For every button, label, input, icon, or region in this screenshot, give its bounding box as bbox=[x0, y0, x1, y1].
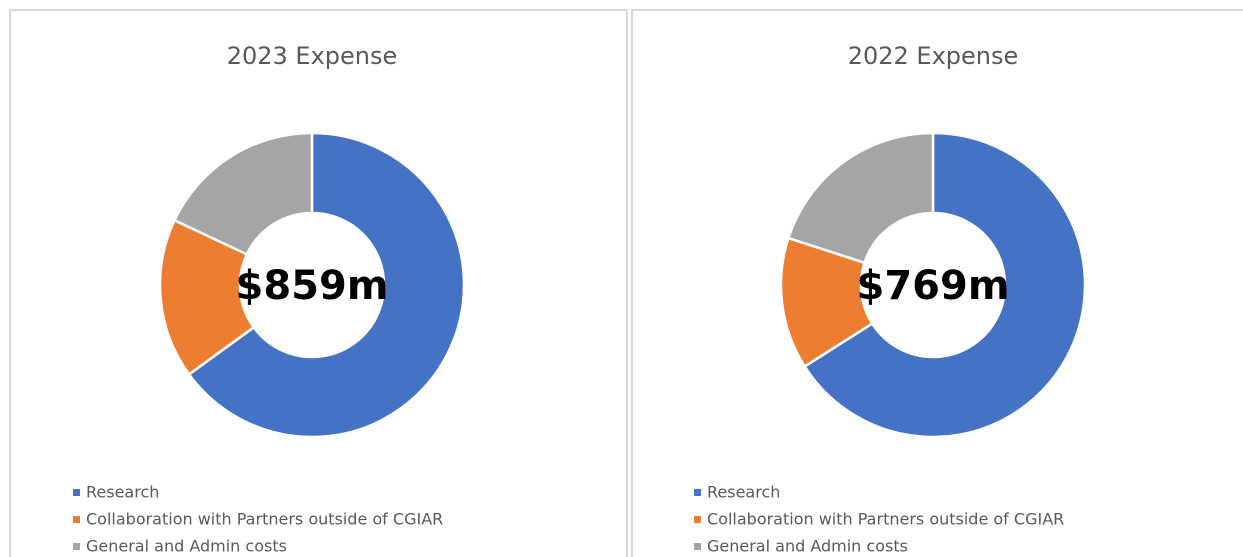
legend-marker bbox=[73, 543, 80, 550]
center-label: $769m bbox=[856, 263, 1009, 309]
legend-marker bbox=[694, 543, 701, 550]
legend-marker bbox=[694, 489, 701, 496]
chart-title: 2022 Expense bbox=[848, 42, 1019, 70]
donut-segment bbox=[158, 218, 256, 377]
panel bbox=[631, 9, 1243, 557]
legend-marker bbox=[73, 516, 80, 523]
donut-segment bbox=[786, 131, 935, 265]
legend-marker bbox=[694, 516, 701, 523]
legend-label: Research bbox=[707, 483, 780, 502]
legend-label: Collaboration with Partners outside of C… bbox=[86, 510, 443, 529]
legend-label: Collaboration with Partners outside of C… bbox=[707, 510, 1064, 529]
panel bbox=[9, 9, 628, 557]
chart-title: 2023 Expense bbox=[227, 42, 398, 70]
center-label: $859m bbox=[235, 263, 388, 309]
legend-marker bbox=[73, 489, 80, 496]
donut-segment bbox=[802, 131, 1087, 439]
donut-segment bbox=[779, 236, 874, 369]
legend-label: Research bbox=[86, 483, 159, 502]
donut-segment bbox=[172, 131, 314, 257]
donut-segment bbox=[187, 131, 466, 439]
legend-label: General and Admin costs bbox=[707, 537, 908, 556]
legend-label: General and Admin costs bbox=[86, 537, 287, 556]
